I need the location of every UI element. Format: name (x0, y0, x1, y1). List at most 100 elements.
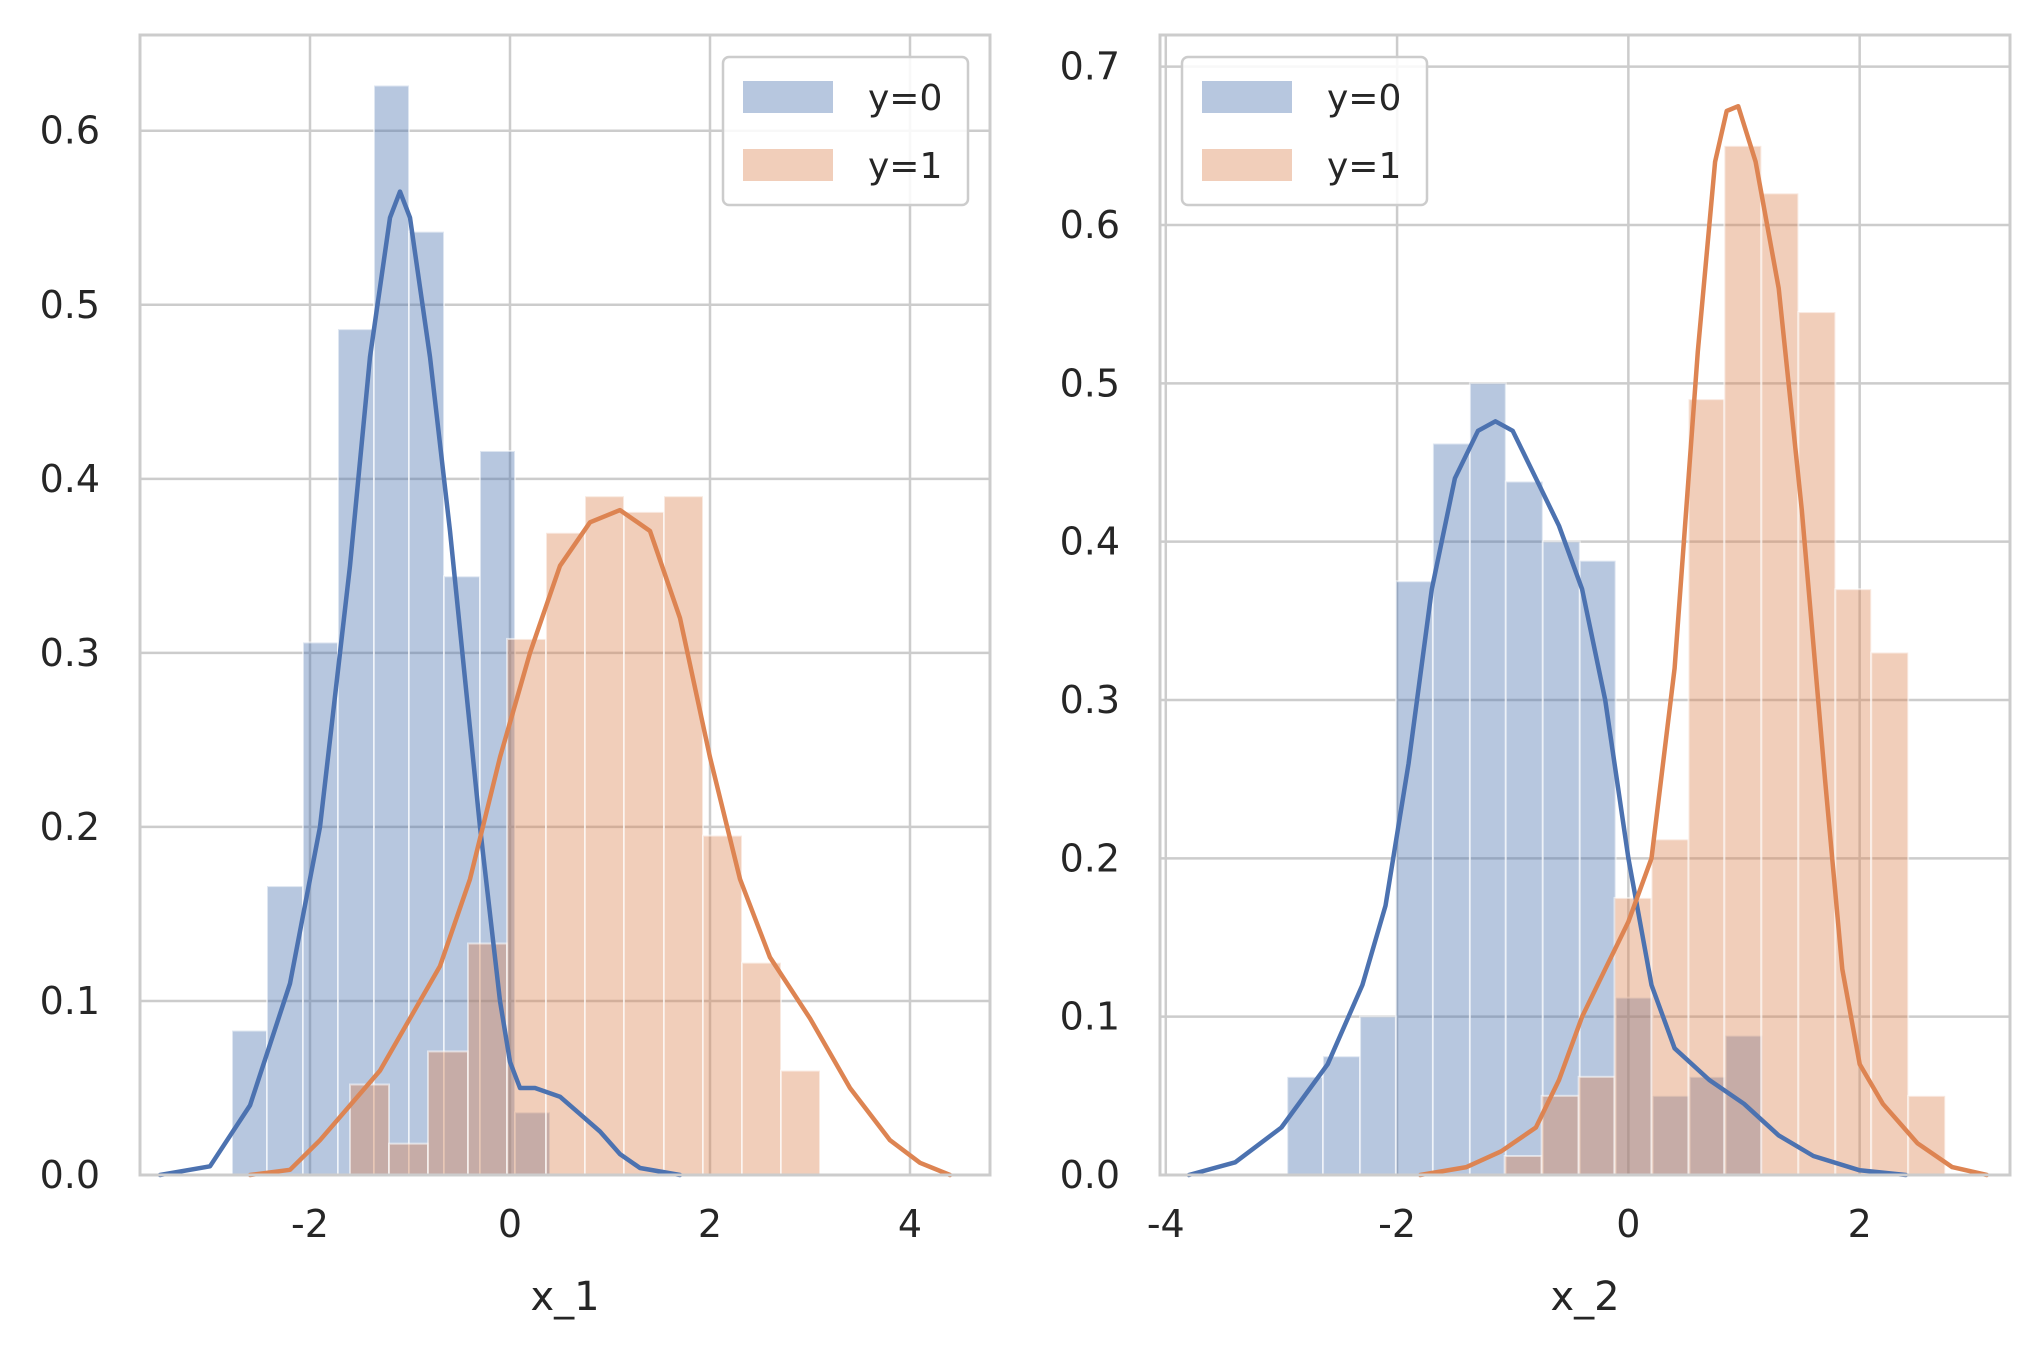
y-tick: 0.2 (40, 805, 100, 849)
y-tick-label: 0.3 (40, 631, 100, 675)
hist-bar (1907, 1094, 1947, 1177)
x-tick-label: -2 (291, 1202, 329, 1246)
hist-bar (427, 1050, 469, 1177)
x-tick: -2 (1378, 1202, 1416, 1246)
hist-bar (545, 531, 586, 1176)
x-axis-label: x_1 (530, 1274, 599, 1320)
y-tick-label: 0.0 (40, 1153, 100, 1197)
x-tick: 2 (698, 1202, 722, 1246)
hist-bar (1614, 996, 1654, 1177)
legend-label: y=0 (868, 78, 942, 119)
y-tick: 0.5 (40, 283, 100, 327)
y-tick-label: 0.6 (1060, 203, 1120, 247)
legend: y=0 y=1 (721, 55, 970, 207)
hist-bar (1650, 838, 1690, 1176)
x-tick: 2 (1848, 1202, 1872, 1246)
hist-bar (663, 495, 704, 1176)
y-tick-label: 0.5 (1060, 361, 1120, 405)
y-tick: 0.7 (1060, 45, 1120, 89)
hist-bar (1577, 1075, 1616, 1177)
hist-bar (1468, 382, 1507, 1177)
hist-bar (1359, 1015, 1397, 1177)
hist-bar (373, 84, 410, 1177)
hist-bar (702, 834, 743, 1176)
hist-bar (1394, 580, 1434, 1176)
y-tick: 0.4 (1060, 520, 1120, 564)
hist-bar (584, 495, 625, 1176)
kde-line-y=0 (157, 189, 683, 1178)
hist-bar (1834, 588, 1873, 1176)
hist-bar (1504, 480, 1544, 1176)
hist-bar (1322, 1055, 1362, 1176)
x-tick: 4 (898, 1202, 922, 1246)
y-tick: 0.6 (1060, 203, 1120, 247)
hist-bar (623, 510, 665, 1176)
hist-bar (408, 230, 445, 1176)
y-tick: 0.1 (1060, 995, 1120, 1039)
kde-line-y=0 (1186, 419, 1909, 1178)
x-axis: -2 0 2 4 (291, 1202, 922, 1246)
legend-label: y=1 (868, 146, 942, 187)
y-axis: 0.0 0.1 0.2 0.3 0.4 0.5 0.6 0.7 (1060, 45, 1120, 1197)
y-tick: 0.2 (1060, 836, 1120, 880)
y-tick-label: 0.3 (1060, 678, 1120, 722)
hist-bar (388, 1142, 429, 1176)
x-tick-label: -2 (1378, 1202, 1416, 1246)
hist-bar (514, 1111, 551, 1176)
plot-frame (1158, 33, 2012, 1177)
y-tick: 0.5 (1060, 361, 1120, 405)
x-tick: 0 (1616, 1202, 1640, 1246)
x-tick-label: 2 (698, 1202, 722, 1246)
hist-bar (741, 961, 782, 1176)
legend-swatch (1202, 149, 1292, 181)
y-tick-label: 0.5 (40, 283, 100, 327)
x-tick: 0 (498, 1202, 522, 1246)
x-tick-label: 4 (898, 1202, 922, 1246)
x-tick: -2 (291, 1202, 329, 1246)
y-axis: 0.0 0.1 0.2 0.3 0.4 0.5 0.6 (40, 109, 100, 1197)
kde-line-y=1 (247, 507, 953, 1178)
y-tick-label: 0.0 (1060, 1153, 1120, 1197)
x-tick: -4 (1147, 1202, 1185, 1246)
y-tick-label: 0.2 (1060, 836, 1120, 880)
legend-box (1180, 55, 1429, 207)
x-tick-label: 2 (1848, 1202, 1872, 1246)
hist-bar (1797, 311, 1837, 1177)
series-layer (1186, 103, 1990, 1178)
kde-line-y=1 (1417, 103, 1990, 1178)
hist-bar (780, 1069, 821, 1176)
series-layer (157, 84, 953, 1178)
y-tick: 0.3 (40, 631, 100, 675)
y-tick: 0.0 (40, 1153, 100, 1197)
y-tick-label: 0.6 (40, 109, 100, 153)
y-tick-label: 0.4 (1060, 520, 1120, 564)
y-tick: 0.0 (1060, 1153, 1120, 1197)
y-tick-label: 0.4 (40, 457, 100, 501)
hist-bar (1687, 398, 1726, 1176)
chart-panel-x1: 0.0 0.1 0.2 0.3 0.4 0.5 0.6 -2 0 2 4 x_1 y=0 y=1 (40, 33, 992, 1320)
hist-bar (467, 942, 508, 1177)
legend-box (721, 55, 970, 207)
hist-bar (1870, 651, 1910, 1176)
hist-bar (337, 328, 375, 1176)
hist-bar (1760, 192, 1800, 1177)
y-tick: 0.1 (40, 979, 100, 1023)
y-tick: 0.6 (40, 109, 100, 153)
chart-panel-x2: 0.00.10.20.30.40.50.60.7 -4 -2 0 2 x_2 y=0y… (1060, 33, 2012, 1320)
hist-bar (1723, 144, 1763, 1176)
x-tick-label: 0 (1616, 1202, 1640, 1246)
x-tick-label: 0 (498, 1202, 522, 1246)
y-tick-label: 0.2 (40, 805, 100, 849)
legend-swatch (743, 81, 833, 113)
y-tick-label: 0.7 (1060, 45, 1120, 89)
x-axis: -4 -2 0 2 (1147, 1202, 1872, 1246)
y-tick-label: 0.1 (1060, 995, 1120, 1039)
plot-frame (138, 33, 992, 1177)
legend-label: y=1 (1327, 146, 1401, 187)
x-axis-label: x_2 (1550, 1274, 1619, 1320)
x-tick-label: -4 (1147, 1202, 1185, 1246)
plot-area (140, 35, 990, 1175)
legend-swatch (1202, 81, 1292, 113)
y-tick: 0.3 (1060, 678, 1120, 722)
